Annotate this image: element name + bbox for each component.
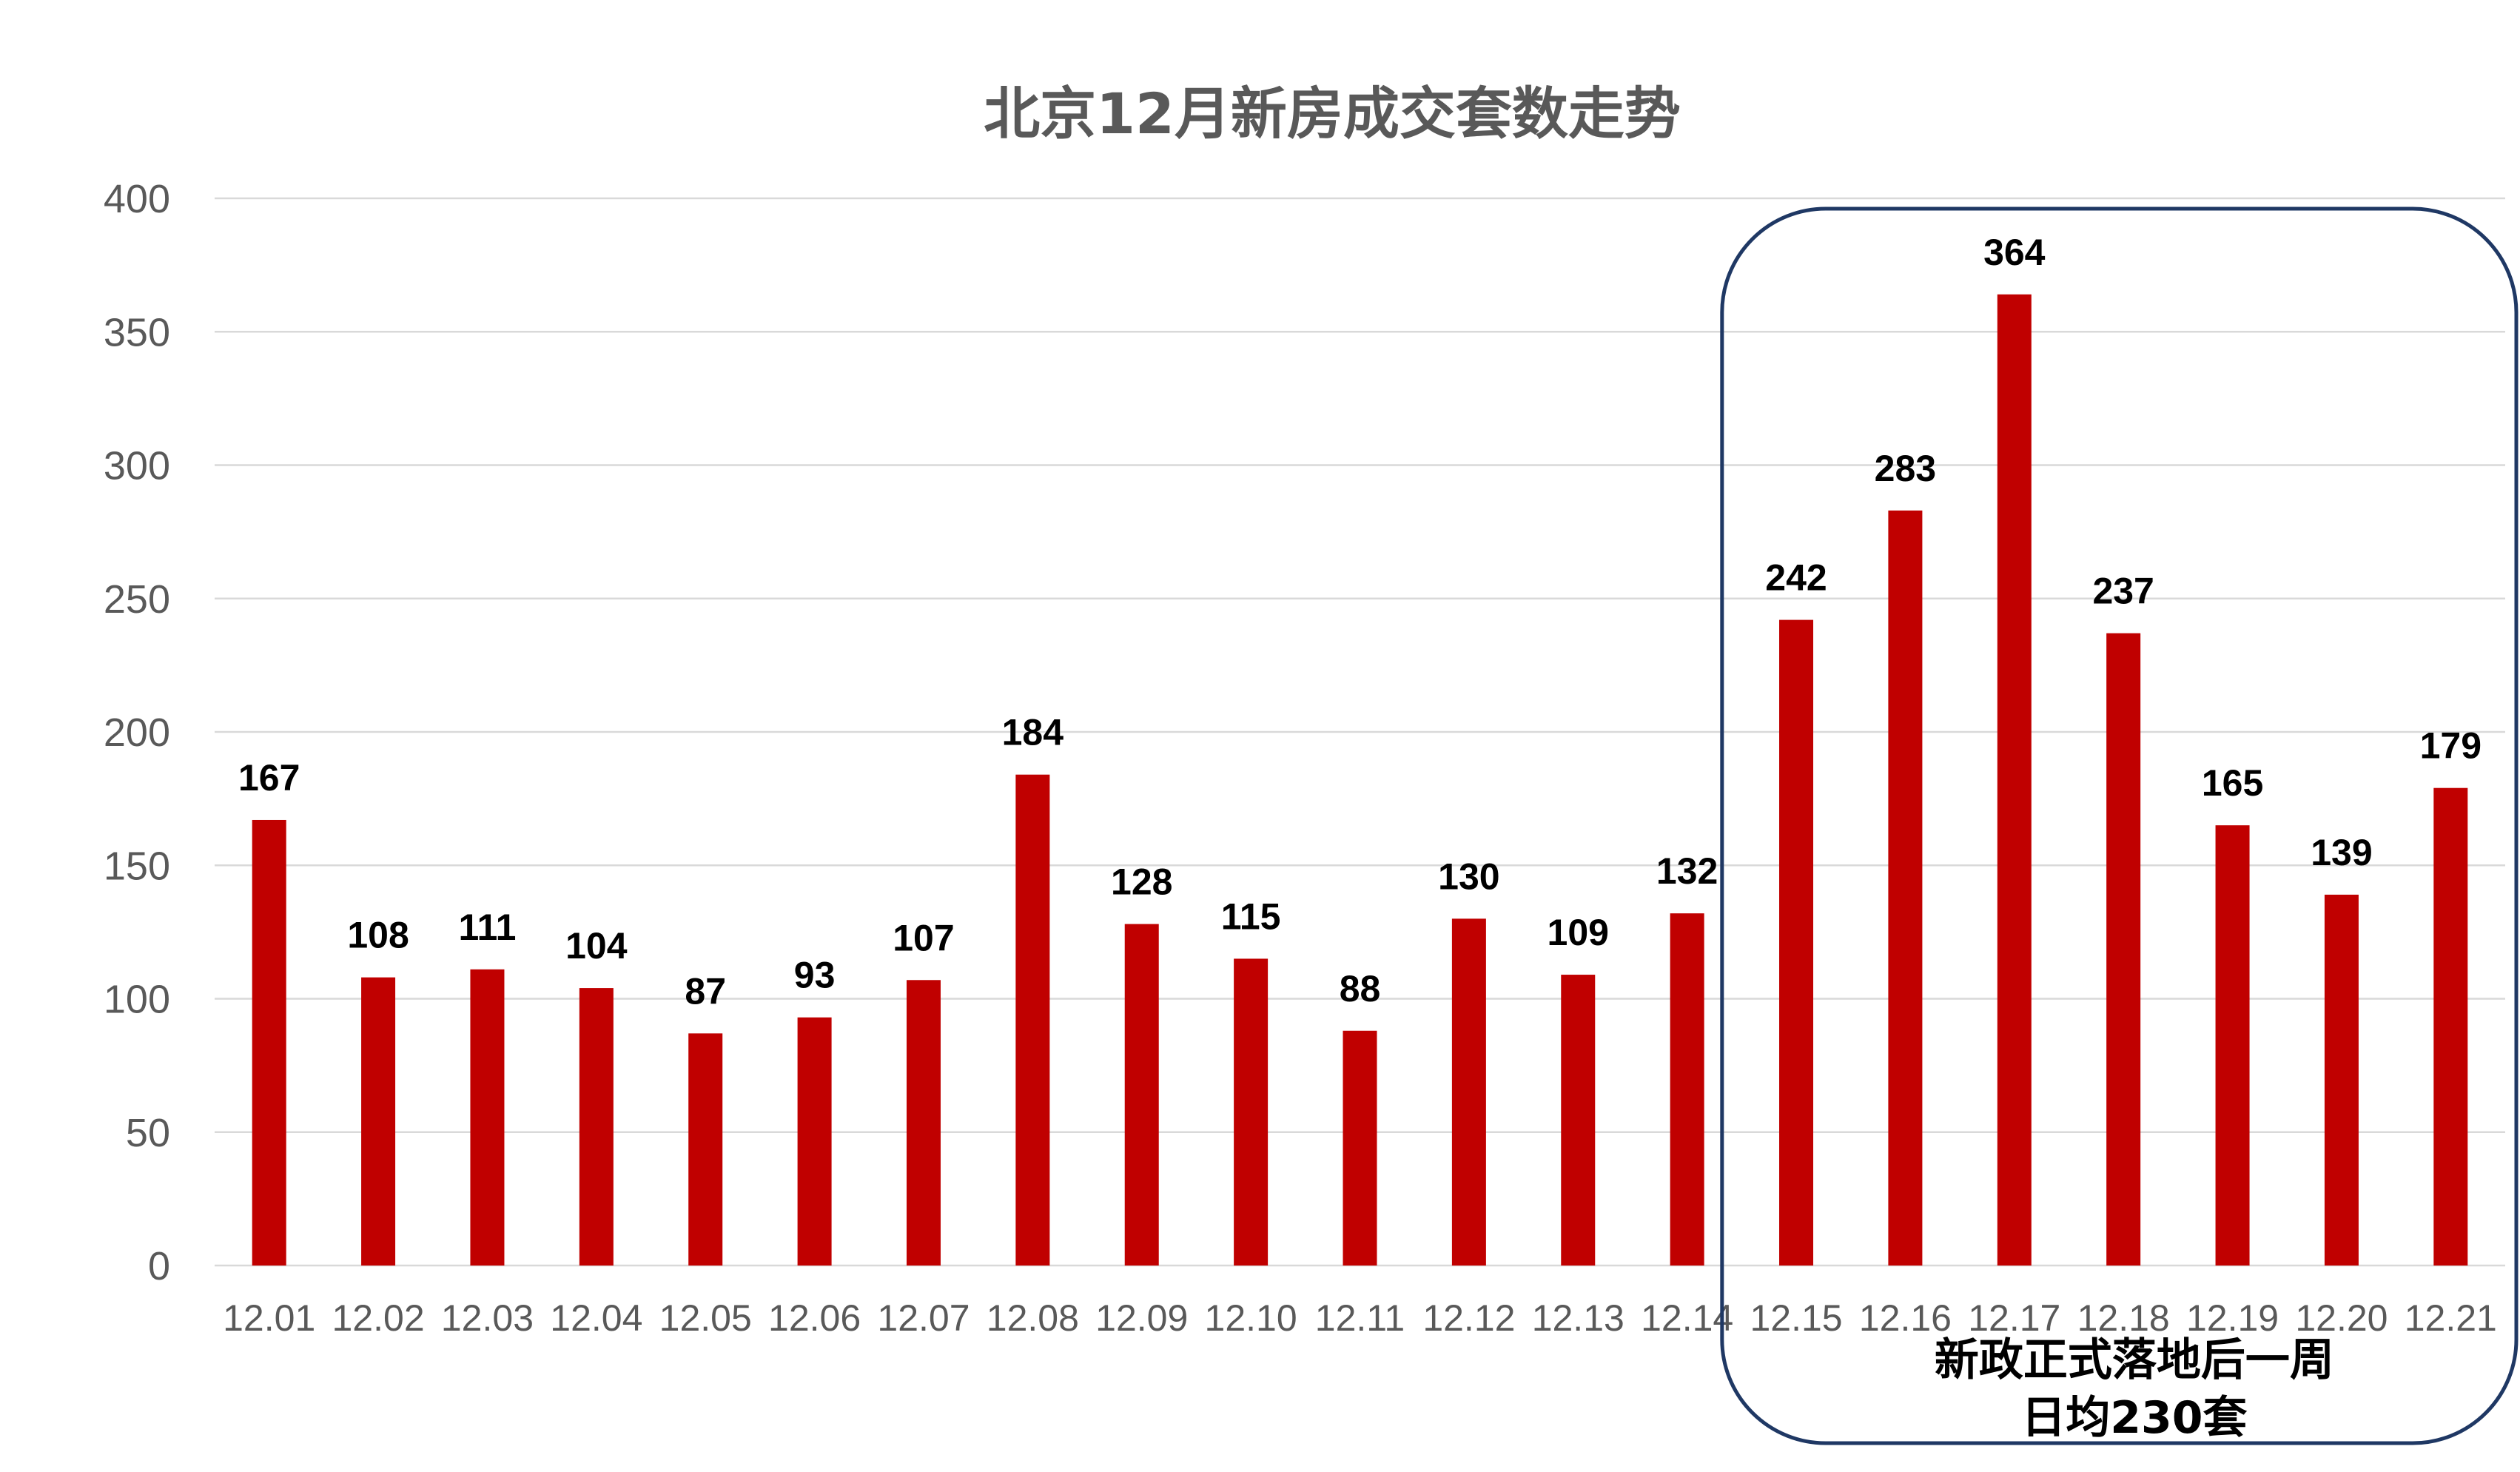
x-tick-label: 12.05 — [659, 1297, 752, 1339]
data-label: 104 — [565, 925, 628, 967]
annotation-box — [1720, 206, 2519, 1445]
data-label: 179 — [2420, 725, 2482, 767]
bar — [906, 980, 941, 1266]
x-tick-label: 12.16 — [1859, 1297, 1952, 1339]
data-label: 87 — [685, 970, 726, 1012]
y-axis-ticks: 0 50 100 150 200 250 300 350 400 — [104, 177, 170, 1288]
bar — [1124, 924, 1159, 1266]
data-label: 165 — [2202, 762, 2263, 804]
bar — [1343, 1030, 1377, 1266]
annotation-line-1: 新政正式落地后一周 — [1935, 1334, 2334, 1386]
bar — [1561, 975, 1596, 1266]
data-label: 130 — [1438, 856, 1499, 897]
x-tick-label: 12.01 — [223, 1297, 315, 1339]
x-tick-label: 12.12 — [1422, 1297, 1515, 1339]
x-tick-label: 12.07 — [877, 1297, 970, 1339]
bars — [252, 294, 2468, 1266]
bar — [1670, 913, 1704, 1266]
x-tick-label: 12.02 — [332, 1297, 425, 1339]
data-label: 132 — [1656, 850, 1718, 892]
bar — [2106, 633, 2141, 1266]
bar — [1234, 958, 1269, 1266]
data-label: 107 — [893, 917, 954, 958]
x-axis-ticks: 12.01 12.02 12.03 12.04 12.05 12.06 12.07 12.08… — [223, 1297, 2497, 1339]
x-tick-label: 12.14 — [1641, 1297, 1733, 1339]
x-tick-label: 12.19 — [2186, 1297, 2279, 1339]
annotation-line-2: 日均230套 — [2021, 1392, 2247, 1444]
x-tick-label: 12.18 — [2077, 1297, 2170, 1339]
data-label: 108 — [347, 915, 409, 956]
y-tick-label: 50 — [126, 1111, 170, 1155]
y-tick-label: 150 — [104, 844, 170, 888]
data-label: 139 — [2311, 832, 2372, 873]
data-labels: 167 108 111 104 87 93 107 184 128 115 88 130 109 132 2… — [238, 232, 2482, 1012]
data-label: 283 — [1875, 448, 1936, 489]
data-label: 242 — [1765, 557, 1827, 599]
y-tick-label: 400 — [104, 177, 170, 221]
x-tick-label: 12.17 — [1968, 1297, 2060, 1339]
y-tick-label: 0 — [148, 1244, 170, 1288]
bar — [579, 988, 614, 1266]
x-tick-label: 12.13 — [1532, 1297, 1624, 1339]
bar — [252, 819, 286, 1266]
y-tick-label: 200 — [104, 710, 170, 755]
data-label: 167 — [238, 757, 300, 799]
bar — [2215, 825, 2250, 1266]
bar — [470, 969, 505, 1266]
bar — [361, 977, 396, 1266]
data-label: 364 — [1983, 232, 2046, 273]
data-label: 111 — [458, 907, 516, 948]
data-label: 115 — [1221, 895, 1281, 937]
y-tick-label: 350 — [104, 310, 170, 354]
x-tick-label: 12.03 — [441, 1297, 534, 1339]
bar — [688, 1033, 723, 1266]
data-label: 109 — [1548, 912, 1609, 953]
x-tick-label: 12.08 — [987, 1297, 1079, 1339]
x-tick-label: 12.15 — [1750, 1297, 1842, 1339]
y-tick-label: 300 — [104, 444, 170, 488]
x-tick-label: 12.10 — [1205, 1297, 1297, 1339]
data-label: 184 — [1002, 712, 1064, 753]
bar — [1451, 918, 1486, 1266]
data-label: 128 — [1111, 861, 1172, 903]
bar — [2324, 894, 2359, 1266]
bar — [2433, 787, 2468, 1266]
bar — [797, 1017, 832, 1266]
x-tick-label: 12.11 — [1315, 1297, 1405, 1339]
bar — [1015, 774, 1050, 1266]
data-label: 93 — [794, 955, 836, 996]
x-tick-label: 12.21 — [2405, 1297, 2497, 1339]
x-tick-label: 12.06 — [768, 1297, 861, 1339]
x-tick-label: 12.04 — [550, 1297, 642, 1339]
x-tick-label: 12.20 — [2295, 1297, 2388, 1339]
chart-title: 北京12月新房成交套数走势 — [984, 81, 1681, 147]
bar — [1779, 619, 1814, 1266]
bar — [1997, 294, 2032, 1266]
data-label: 237 — [2092, 571, 2154, 612]
data-label: 88 — [1340, 968, 1381, 1009]
y-tick-label: 100 — [104, 978, 170, 1022]
bar — [1888, 510, 1923, 1266]
x-tick-label: 12.09 — [1095, 1297, 1188, 1339]
y-tick-label: 250 — [104, 577, 170, 622]
